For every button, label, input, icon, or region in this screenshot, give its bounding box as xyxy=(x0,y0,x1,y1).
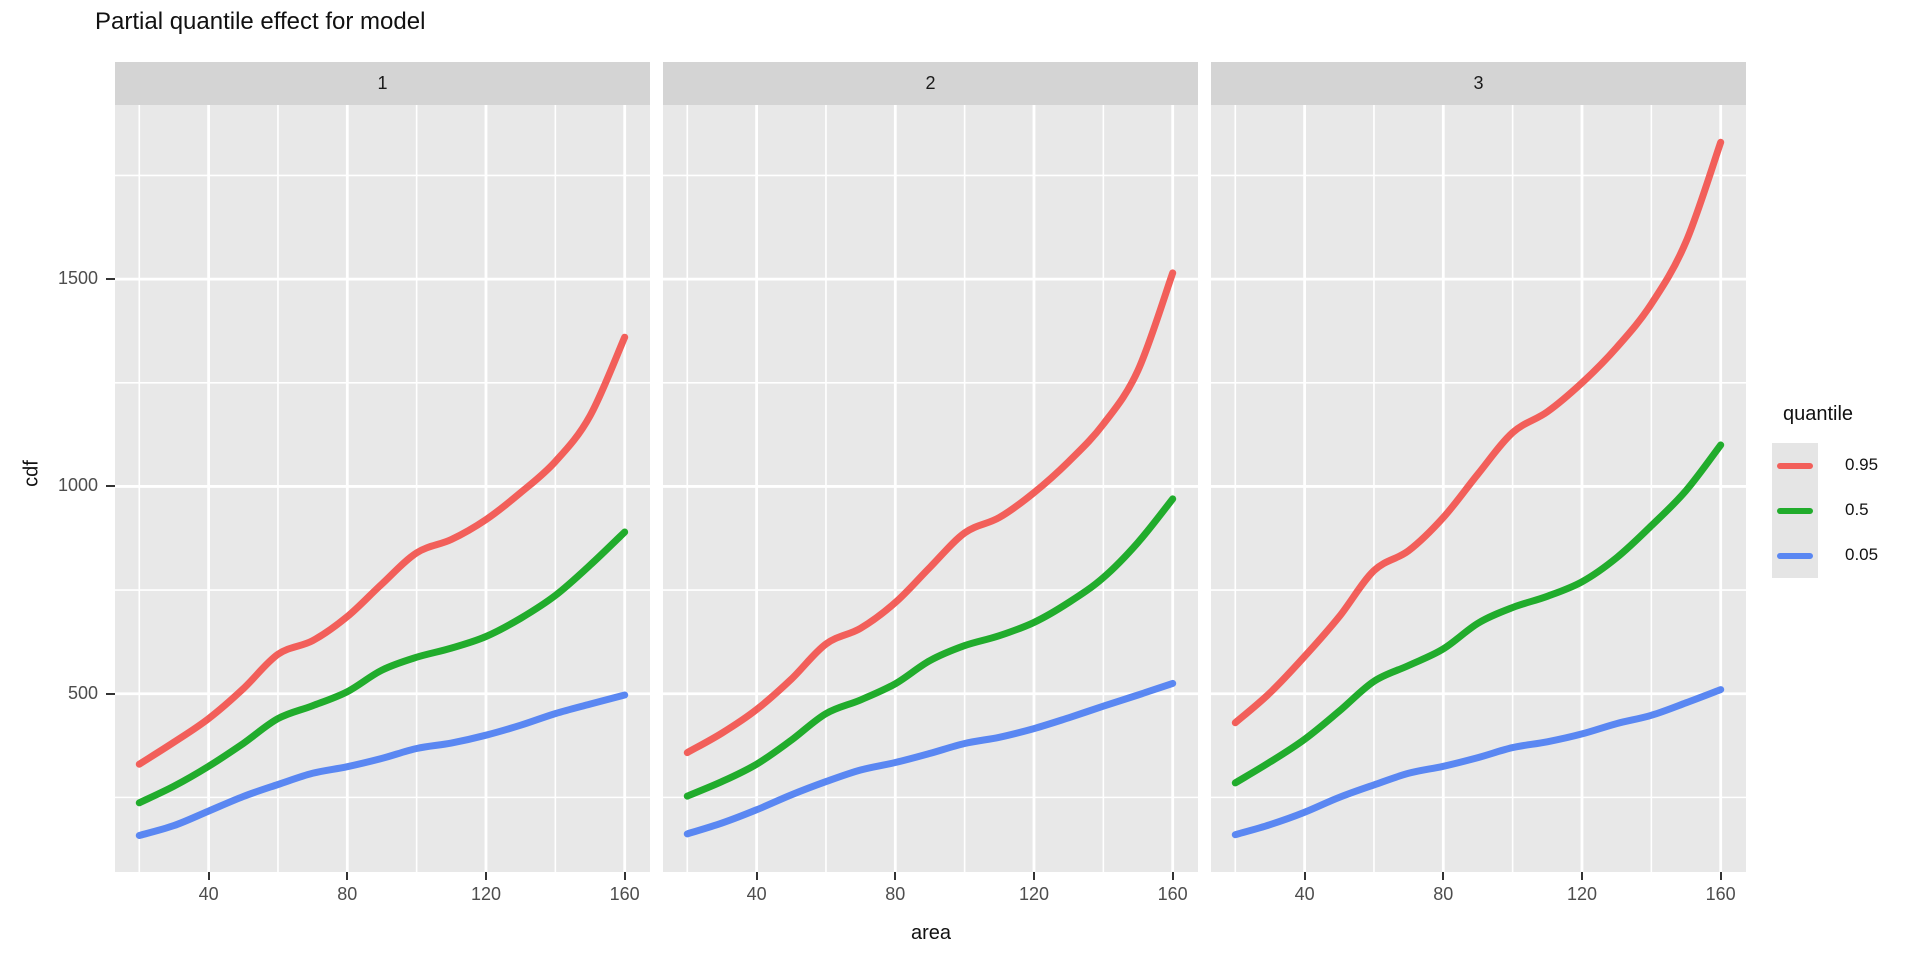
legend-entry: 0.05 xyxy=(1772,533,1920,578)
x-tick-label: 120 xyxy=(470,884,501,904)
facet-panel-svg xyxy=(663,105,1198,872)
page-title: Partial quantile effect for model xyxy=(95,8,426,35)
x-tick-mark xyxy=(1442,872,1445,880)
x-tick-label: 40 xyxy=(198,884,219,904)
x-tick-label: 80 xyxy=(337,884,358,904)
x-tick-mark xyxy=(1032,872,1035,880)
quantile-line-0.5 xyxy=(1231,441,1725,787)
x-tick-label: 80 xyxy=(1433,884,1454,904)
facet-strip-label: 2 xyxy=(663,62,1198,105)
x-tick-label: 80 xyxy=(885,884,906,904)
quantile-line-0.5 xyxy=(683,495,1177,800)
quantile-line-0.05 xyxy=(1231,686,1725,839)
x-tick-label: 120 xyxy=(1566,884,1597,904)
legend-entry: 0.5 xyxy=(1772,488,1920,533)
x-tick-label: 160 xyxy=(1705,884,1736,904)
quantile-line-0.5 xyxy=(135,528,629,807)
y-tick-label: 500 xyxy=(67,682,98,703)
x-tick-mark xyxy=(1171,872,1174,880)
legend-title: quantile xyxy=(1783,403,1854,425)
panel-background xyxy=(663,105,1198,872)
x-tick-mark xyxy=(346,872,349,880)
legend-entry-label: 0.05 xyxy=(1845,545,1879,564)
x-tick-mark xyxy=(484,872,487,880)
x-tick-mark xyxy=(894,872,897,880)
panel-background xyxy=(115,105,650,872)
facet-panel-svg xyxy=(1211,105,1746,872)
facet-strip-label: 3 xyxy=(1211,62,1746,105)
quantile-line-0.95 xyxy=(135,333,629,768)
legend-key xyxy=(1772,533,1818,578)
y-tick-mark xyxy=(106,485,115,488)
facet-strip-label: 1 xyxy=(115,62,650,105)
x-tick-mark xyxy=(1303,872,1306,880)
y-axis-label: cdf xyxy=(20,460,43,487)
x-tick-label: 40 xyxy=(1294,884,1315,904)
x-tick-label: 160 xyxy=(609,884,640,904)
legend-key xyxy=(1772,443,1818,488)
facet-panel-svg xyxy=(115,105,650,872)
legend-swatch-line xyxy=(1777,508,1813,514)
x-tick-mark xyxy=(755,872,758,880)
x-tick-mark xyxy=(1580,872,1583,880)
y-tick-label: 1000 xyxy=(57,475,98,496)
x-axis-label: area xyxy=(910,922,952,944)
x-tick-label: 40 xyxy=(746,884,767,904)
y-tick-label: 1500 xyxy=(57,268,98,289)
quantile-line-0.95 xyxy=(683,269,1177,757)
quantile-line-0.05 xyxy=(135,691,629,839)
y-tick-mark xyxy=(106,692,115,695)
x-tick-label: 120 xyxy=(1018,884,1049,904)
quantile-line-0.95 xyxy=(1231,138,1725,727)
legend-entry: 0.95 xyxy=(1772,443,1920,488)
x-tick-mark xyxy=(1719,872,1722,880)
y-tick-mark xyxy=(106,278,115,281)
legend-entry-label: 0.95 xyxy=(1845,455,1879,474)
quantile-line-0.05 xyxy=(683,679,1177,838)
x-tick-mark xyxy=(623,872,626,880)
x-tick-label: 160 xyxy=(1157,884,1188,904)
legend-entry-label: 0.5 xyxy=(1845,500,1869,519)
x-tick-mark xyxy=(207,872,210,880)
legend-swatch-line xyxy=(1777,463,1813,469)
legend-key xyxy=(1772,488,1818,533)
legend-swatch-line xyxy=(1777,553,1813,559)
